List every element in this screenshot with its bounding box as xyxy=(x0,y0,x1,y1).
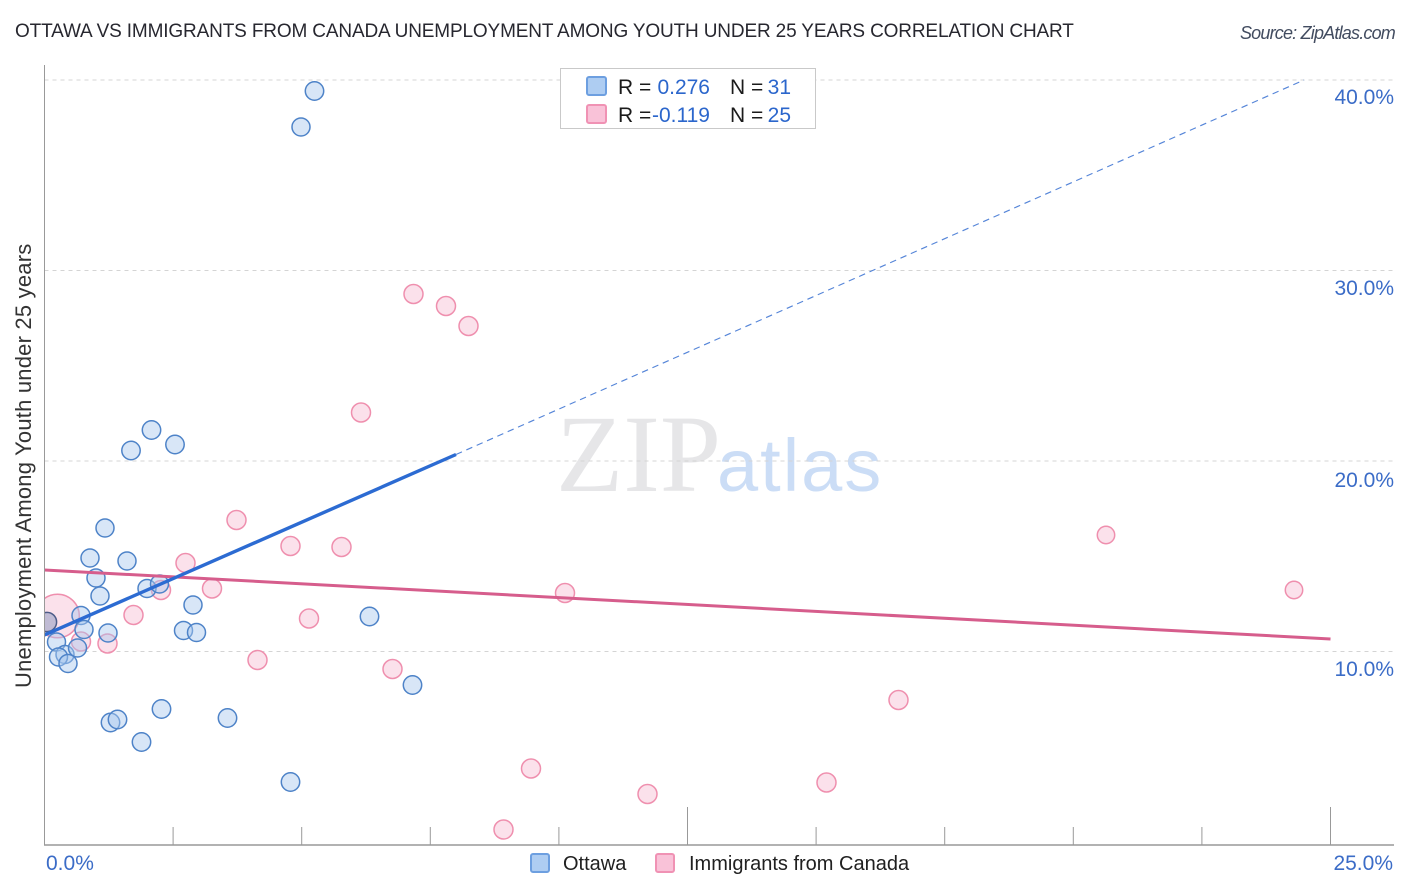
svg-text:ZIP: ZIP xyxy=(556,393,721,515)
svg-text:atlas: atlas xyxy=(717,424,883,507)
